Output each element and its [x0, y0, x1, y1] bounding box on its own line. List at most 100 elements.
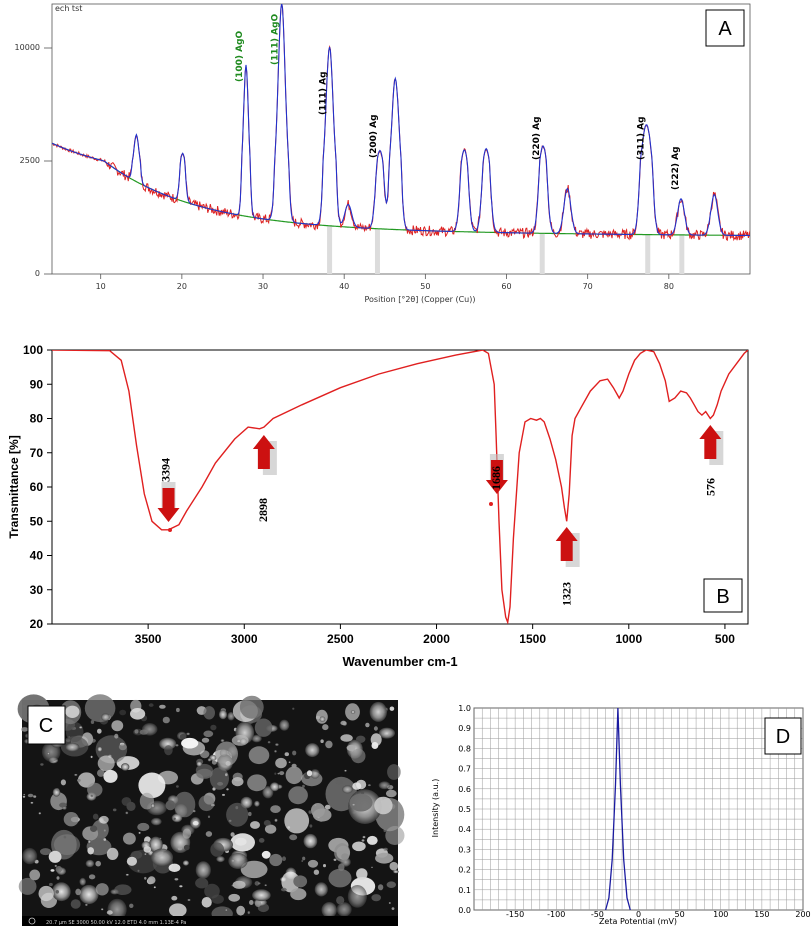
panel-c-particle: [138, 772, 166, 799]
panel-c-particle: [275, 757, 287, 769]
panel-c-particle: [30, 801, 34, 804]
panel-b-xtick-label: 3000: [231, 632, 258, 646]
panel-c-particle: [344, 769, 347, 772]
panel-a-peak-label: (220) Ag: [532, 116, 542, 160]
panel-c-particle: [173, 817, 176, 820]
panel-c-particle: [38, 812, 42, 815]
panel-b-arrow: [157, 488, 180, 522]
panel-d-zeta-series: [604, 707, 631, 911]
panel-c-particle: [196, 761, 203, 767]
panel-c-letter-box: [27, 705, 66, 745]
panel-c-particle: [232, 880, 246, 889]
panel-c-particle: [144, 876, 147, 880]
panel-c-particle: [49, 882, 53, 887]
panel-c-particle: [226, 788, 229, 791]
panel-c-particle: [388, 902, 391, 904]
panel-c-particle: [383, 829, 387, 833]
panel-c-particle: [129, 903, 134, 908]
panel-c-particle: [100, 908, 104, 911]
panel-c-particle: [391, 907, 395, 910]
panel-c-particle: [220, 739, 225, 743]
panel-c-particle: [307, 859, 319, 868]
panel-c-particle: [205, 831, 213, 837]
panel-c-particle: [121, 763, 130, 771]
panel-c-particle: [187, 898, 191, 902]
panel-c-particle: [277, 772, 280, 775]
panel-a-header: ech tst: [55, 4, 82, 13]
panel-d-xtick-label: 0: [636, 910, 641, 919]
panel-b-wavenumber-label: 1686: [489, 466, 503, 490]
panel-c-particle: [196, 768, 213, 779]
panel-b-xtick-label: 2000: [423, 632, 450, 646]
panel-c-particle: [77, 772, 96, 788]
panel-a-x-axis-label: Position [°2θ] (Copper (Cu)): [365, 295, 476, 304]
panel-c-particle: [225, 908, 228, 912]
panel-c-particle: [267, 741, 271, 744]
panel-c-particle: [386, 881, 396, 888]
panel-c-info-bar: [22, 916, 398, 926]
panel-c-particle: [254, 900, 262, 907]
panel-c-particle: [279, 771, 285, 776]
panel-d-ytick-label: 0.4: [458, 825, 471, 834]
panel-c-particle: [119, 709, 127, 716]
panel-c-particle: [282, 856, 286, 861]
panel-b-letter-box: [703, 578, 743, 613]
panel-c-particle: [360, 791, 365, 795]
panel-c-particle: [134, 729, 139, 734]
panel-c-particle: [315, 715, 321, 720]
panel-c-particle: [176, 785, 179, 788]
panel-c-particle: [207, 815, 211, 819]
panel-a-reference-bar: [539, 233, 545, 274]
panel-c-particle: [281, 887, 287, 892]
panel-c-particle: [211, 759, 217, 765]
panel-c-particle: [126, 856, 137, 866]
panel-c-particle: [211, 894, 224, 904]
panel-d-ytick-label: 0.3: [458, 845, 471, 854]
panel-c-particle: [175, 744, 179, 747]
panel-c-particle: [90, 755, 93, 759]
panel-c-particle: [235, 837, 247, 846]
panel-c-particle: [351, 748, 366, 764]
panel-c-particle: [88, 874, 96, 880]
panel-c-particle: [125, 873, 129, 876]
panel-d-x-axis-label: Zeta Potential (mV): [599, 917, 677, 926]
panel-c-particle: [139, 729, 148, 735]
panel-c-particles: [17, 694, 405, 922]
panel-c-particle: [150, 848, 174, 867]
panel-c-particle: [258, 838, 265, 843]
panel-c-particle: [56, 876, 60, 880]
panel-c-particle: [377, 884, 384, 891]
panel-c-particle: [308, 810, 312, 814]
panel-c-particle: [65, 742, 80, 752]
panel-c-particle: [291, 763, 297, 769]
panel-c-particle: [114, 884, 132, 895]
panel-a-reference-bar: [327, 225, 333, 274]
panel-c-particle: [302, 784, 305, 788]
panel-b-xtick-label: 500: [715, 632, 735, 646]
panel-c-particle: [387, 764, 401, 780]
panel-b-xtick-label: 1000: [615, 632, 642, 646]
panel-c-particle: [352, 782, 362, 790]
panel-c-particle: [340, 734, 353, 742]
panel-c-particle: [281, 871, 300, 893]
panel-a-xtick-label: 20: [177, 282, 187, 291]
panel-b-frame: [51, 349, 749, 625]
panel-c-particle: [361, 839, 365, 842]
panel-c-particle: [290, 888, 307, 901]
panel-c-particle: [55, 866, 63, 873]
panel-c-particle: [264, 884, 268, 887]
panel-c-particle: [66, 739, 71, 742]
panel-c-particle: [77, 778, 81, 782]
panel-c-particle: [270, 805, 281, 813]
panel-c-particle: [225, 761, 231, 766]
panel-c-particle: [320, 739, 324, 743]
panel-a-letter-box: [705, 9, 745, 47]
panel-c-particle: [318, 817, 324, 822]
panel-c-particle: [239, 695, 264, 719]
panel-c-particle: [222, 793, 225, 796]
panel-c-sem-image: 20.7 μm SE 3000 50.00 kV 12.0 ETD 4.0 mm…: [17, 694, 405, 926]
panel-c-particle: [324, 804, 331, 810]
panel-c-particle: [56, 788, 59, 791]
panel-c-particle: [227, 711, 235, 721]
panel-c-particle: [385, 826, 405, 845]
